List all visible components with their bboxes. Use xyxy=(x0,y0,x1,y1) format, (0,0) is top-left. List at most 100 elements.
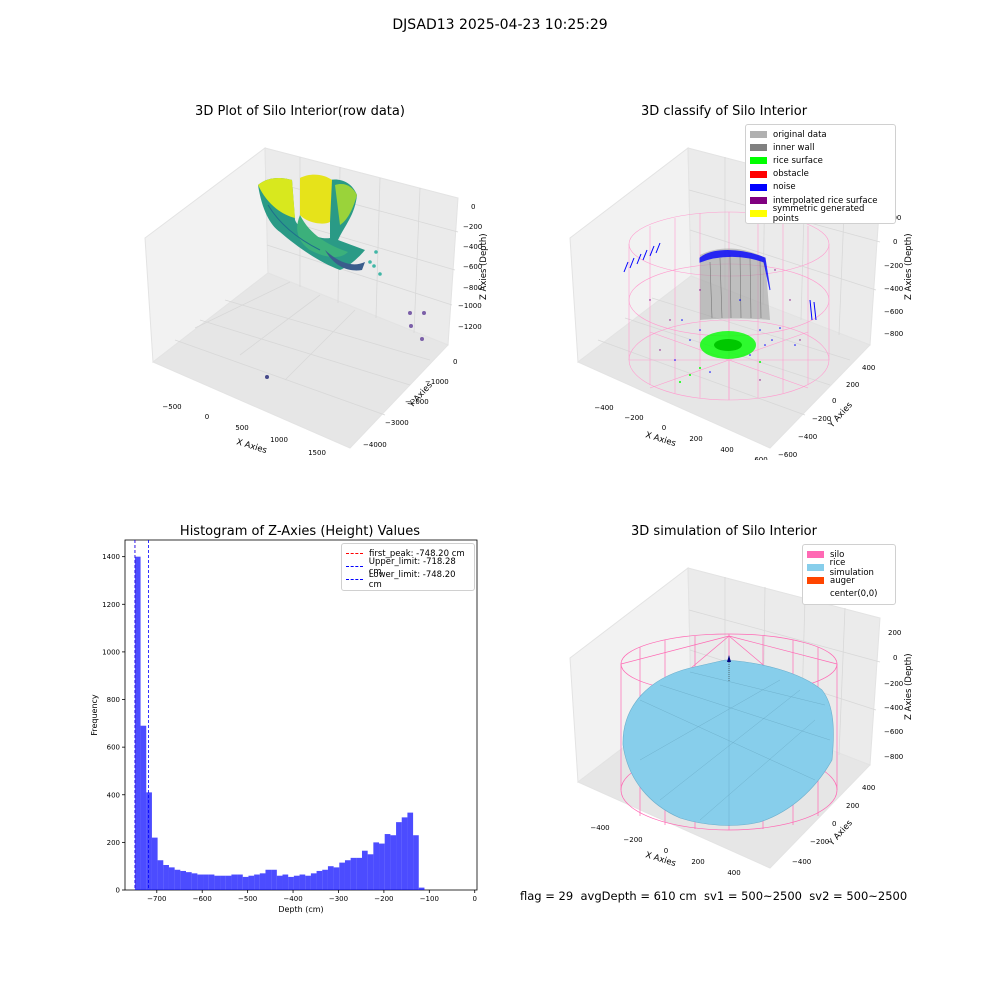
histogram-bar xyxy=(146,792,152,890)
histogram-bar xyxy=(225,875,232,890)
histogram-bar xyxy=(288,876,294,890)
histogram-bar xyxy=(339,862,345,890)
legend-label: auger xyxy=(830,575,855,586)
histogram-bar xyxy=(151,837,158,890)
raw-xtick: 1500 xyxy=(308,449,326,457)
histogram-bar xyxy=(413,835,419,890)
histogram-title: Histogram of Z-Axies (Height) Values xyxy=(179,524,421,539)
classify-plot-title: 3D classify of Silo Interior xyxy=(640,104,808,119)
histogram-bar xyxy=(299,874,306,890)
histogram-bar xyxy=(242,876,249,890)
raw-xtick: −500 xyxy=(162,403,181,411)
inner-wall-points xyxy=(700,248,770,320)
histogram-bar xyxy=(248,875,255,890)
simulation-ytick: −200 xyxy=(810,838,829,846)
legend-label: silo xyxy=(830,549,845,560)
histogram-bar xyxy=(168,867,175,890)
histogram-bar xyxy=(208,874,215,890)
histogram-y-tick-label: 1000 xyxy=(102,648,120,656)
simulation-ytick: 400 xyxy=(862,784,875,792)
histogram-bar xyxy=(237,874,243,890)
rice-surface-points xyxy=(679,331,761,383)
histogram-reference-lines xyxy=(134,540,149,890)
legend-item: Lower_limit: -748.20 cm xyxy=(346,570,470,590)
histogram-bar xyxy=(134,556,141,890)
legend-label: rice surface xyxy=(773,155,823,166)
legend-label: rice simulation xyxy=(829,557,874,578)
legend-item: symmetric generated points xyxy=(750,204,891,224)
raw-ztick: −400 xyxy=(463,243,482,251)
classify-legend: original data inner wall rice surface ob… xyxy=(745,124,896,225)
histogram-bar xyxy=(276,875,283,890)
raw-point-cloud xyxy=(258,174,426,379)
classify-ytick: −600 xyxy=(778,451,797,459)
histogram-x-tick-label: −200 xyxy=(374,895,393,903)
raw-ztick: −800 xyxy=(463,284,482,292)
histogram-bar xyxy=(356,857,362,890)
legend-label: noise xyxy=(773,182,796,193)
histogram-bar xyxy=(191,873,198,890)
classify-ytick: 0 xyxy=(832,397,836,405)
legend-swatch xyxy=(750,157,767,165)
legend-item: rice simulation xyxy=(807,558,891,578)
legend-swatch xyxy=(807,564,824,572)
status-line: flag = 29 avgDepth = 610 cm sv1 = 500~25… xyxy=(520,889,908,903)
legend-swatch xyxy=(750,210,767,218)
histogram-bar xyxy=(390,835,397,890)
legend-item: original data xyxy=(750,128,891,141)
simulation-xtick: −400 xyxy=(590,824,609,832)
noise-points xyxy=(623,242,817,321)
simulation-xtick: 400 xyxy=(727,869,740,877)
noise-scatter xyxy=(674,299,796,373)
classify-ytick: 400 xyxy=(862,364,875,372)
histogram-bars xyxy=(134,556,425,890)
raw-ztick: −600 xyxy=(463,263,482,271)
simulation-zlabel: Z Axies (Depth) xyxy=(904,653,914,720)
histogram-ylabel: Frequency xyxy=(90,694,99,736)
raw-ytick: −3000 xyxy=(385,419,409,427)
histogram-chart: −700 −600 −500 −400 −300 −200 −100 0 0 200 400 600… xyxy=(90,539,478,914)
simulation-xtick: 200 xyxy=(691,858,704,866)
histogram-x-tick-label: −500 xyxy=(238,895,257,903)
raw-xtick: 500 xyxy=(235,424,248,432)
classify-ztick: −600 xyxy=(884,308,903,316)
histogram-bar xyxy=(140,725,147,890)
histogram-y-tick-label: 1200 xyxy=(102,601,120,609)
legend-label: original data xyxy=(773,129,827,140)
simulation-ylabel: Y Axies xyxy=(826,818,855,849)
figure-title: DJSAD13 2025-04-23 10:25:29 xyxy=(392,17,608,33)
legend-swatch xyxy=(750,197,767,205)
histogram-legend: first_peak: -748.20 cm Upper_limit: -718… xyxy=(341,543,475,591)
legend-item: inner wall xyxy=(750,141,891,154)
histogram-x-tick-label: 0 xyxy=(472,895,476,903)
histogram-bar xyxy=(157,860,164,890)
histogram-y-tick-label: 800 xyxy=(107,696,120,704)
histogram-bar xyxy=(220,875,226,890)
histogram-bar xyxy=(350,857,357,890)
legend-item: center(0,0) xyxy=(807,588,891,601)
histogram-axes-frame xyxy=(124,539,478,891)
simulation-ztick: −600 xyxy=(884,728,903,736)
legend-line xyxy=(346,553,363,555)
interpolated-points xyxy=(649,269,801,381)
histogram-y-ticks: 0 200 400 600 800 1000 1200 1400 xyxy=(102,553,125,895)
classify-ytick: −200 xyxy=(812,415,831,423)
raw-ytick: −1000 xyxy=(425,378,449,386)
raw-ytick: −4000 xyxy=(363,441,387,449)
histogram-bar xyxy=(407,812,414,890)
histogram-bar xyxy=(197,874,204,890)
raw-ztick: −1200 xyxy=(458,323,482,331)
histogram-x-tick-label: −100 xyxy=(420,895,439,903)
histogram-bar xyxy=(293,875,300,890)
histogram-bar xyxy=(322,869,328,890)
legend-label: Upper_limit: -718.28 cm xyxy=(368,556,456,577)
classify-ztick: 0 xyxy=(893,238,897,246)
histogram-bar xyxy=(401,817,408,890)
legend-swatch xyxy=(750,170,767,178)
histogram-bar xyxy=(180,870,186,890)
classify-xtick: 400 xyxy=(720,446,733,454)
rice-simulation-surface xyxy=(622,659,834,826)
classify-ztick: −800 xyxy=(884,330,903,338)
legend-item: auger xyxy=(807,574,891,587)
legend-swatch xyxy=(750,144,767,152)
